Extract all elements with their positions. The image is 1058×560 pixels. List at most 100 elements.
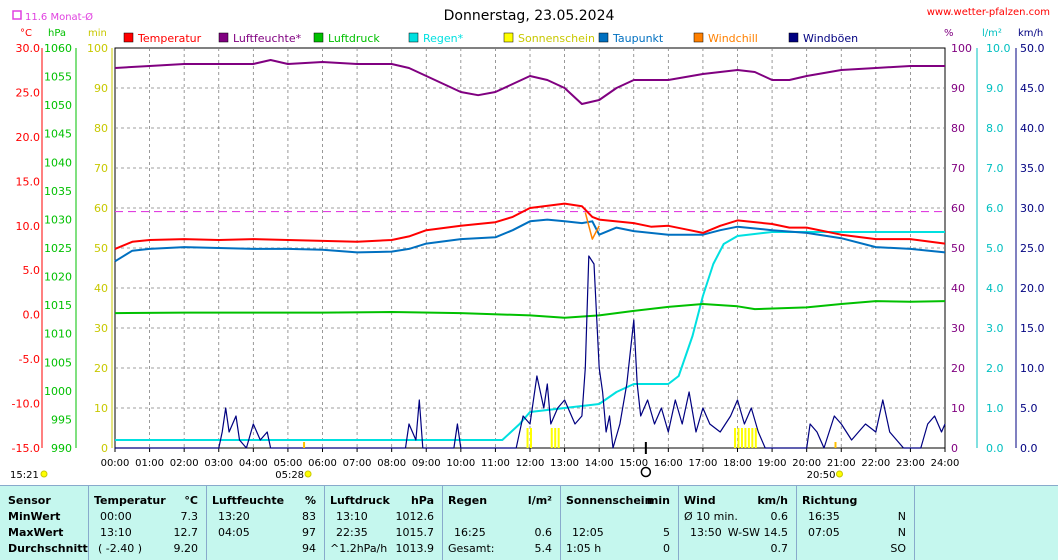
humidity-axis-label: 50 [951,242,965,255]
rain-axis-label: 5.0 [986,242,1004,255]
temp-avg-value: 9.20 [173,542,199,555]
rain-max-value: 0.6 [534,526,553,539]
hdr-sensor: Sensor [8,494,51,507]
legend-label: Regen* [423,32,464,45]
wind-axis-label: 0.0 [1020,442,1038,455]
pressure-axis-label: 1040 [44,156,72,169]
axes: 00:00 01:00 02:00 03:00 04:00 05:00 06:00 07:00… [12,42,1045,469]
temp-axis-label: 5.0 [23,264,41,277]
unit-temp: °C [20,28,32,39]
hdr-wind: Wind [684,494,716,507]
series-regen [115,231,945,441]
sun-axis-label: 90 [94,82,108,95]
unit-rain: l/m² [982,28,1002,39]
humidity-axis-label: 70 [951,162,965,175]
wind-axis-label: 5.0 [1020,402,1038,415]
sun-axis-label: 40 [94,282,108,295]
rain-axis-label: 6.0 [986,202,1004,215]
x-tick-label: 04:00 [239,458,268,469]
sunset-time: 20:50 [807,470,836,481]
legend-swatch [408,32,419,43]
stats-col-humidity: Luftfeuchte% 13:20 83 04:05 97 94 [206,486,325,560]
humidity-axis-label: 100 [951,42,972,55]
press-max-time: 22:35 [336,526,368,539]
x-tick-label: 02:00 [170,458,199,469]
chart-title: Donnerstag, 23.05.2024 [444,8,615,24]
hum-min-value: 83 [302,510,316,523]
hdr-rain: Regen [448,494,488,507]
press-trend: ^1.2hPa/h [330,542,388,555]
temp-axis-label: 0.0 [23,309,41,322]
legend-swatch [218,32,229,43]
hdr-temp: Temperatur [94,494,166,507]
x-tick-label: 16:00 [654,458,683,469]
site-url[interactable]: www.wetter-pfalzen.com [927,7,1050,18]
current-time: 15:21 [10,470,39,481]
rain-axis-label: 4.0 [986,282,1004,295]
legend-label: Sonnenschein [518,32,595,45]
wind-axis-label: 30.0 [1020,202,1045,215]
temp-axis-label: -15.0 [12,442,40,455]
x-tick-label: 11:00 [481,458,510,469]
sun-duration: 1:05 h [566,542,602,555]
x-tick-label: 08:00 [377,458,406,469]
wind-axis-label: 10.0 [1020,362,1045,375]
sunshine-bar [554,428,557,448]
wind-min-value: 0.6 [770,510,789,523]
rain-axis-label: 10.0 [986,42,1011,55]
time-markers: 05:28 20:50 15:21 [10,442,843,481]
x-tick-label: 18:00 [723,458,752,469]
unit-pct: % [944,28,954,39]
legend-label: Luftfeuchte* [233,32,302,45]
x-tick-label: 20:00 [792,458,821,469]
wind-axis-label: 35.0 [1020,162,1045,175]
wind-axis-label: 25.0 [1020,242,1045,255]
temp-axis-label: 30.0 [16,42,41,55]
sun-axis-label: 20 [94,362,108,375]
unit-kmh: km/h [1018,28,1043,39]
sunshine-bar [740,428,743,448]
rain-axis-label: 7.0 [986,162,1004,175]
pressure-axis-label: 1015 [44,299,72,312]
wind-avg-value: 0.7 [770,542,789,555]
row-label-min: MinWert [8,510,61,523]
dir-min-value: N [897,510,906,523]
pressure-axis-label: 1030 [44,213,72,226]
legend-label: Windchill [708,32,758,45]
sun-avg-value: 0 [663,542,670,555]
sun-max-time: 12:05 [572,526,604,539]
legend-label: Luftdruck [328,32,380,45]
dir-max-value: N [897,526,906,539]
hdr-sun-unit: min [646,494,670,507]
x-tick-label: 13:00 [550,458,579,469]
humidity-axis-label: 10 [951,402,965,415]
humidity-axis-label: 40 [951,282,965,295]
x-tick-label: 01:00 [135,458,164,469]
sunrise-time: 05:28 [275,470,304,481]
humidity-axis-label: 80 [951,122,965,135]
grid [115,48,945,448]
temp-min-value: 7.3 [180,510,199,523]
stats-col-sun: Sonnenschein min 12:05 5 1:05 h 0 [560,486,679,560]
x-tick-label: 15:00 [619,458,648,469]
rain-axis-label: 9.0 [986,82,1004,95]
wind-max-time: 13:50 [690,526,722,539]
sunshine-bar [550,428,553,448]
series-layer [114,59,946,449]
x-tick-label: 17:00 [689,458,718,469]
sunshine-bar [747,428,750,448]
x-tick-label: 12:00 [516,458,545,469]
humidity-axis-label: 30 [951,322,965,335]
pressure-axis-label: 1005 [44,356,72,369]
stats-col-sensor: Sensor MinWert MaxWert Durchschnitt [0,486,89,560]
wind-axis-label: 40.0 [1020,122,1045,135]
x-tick-label: 22:00 [861,458,890,469]
rain-axis-label: 1.0 [986,402,1004,415]
legend-swatch [313,32,324,43]
x-tick-label: 10:00 [446,458,475,469]
x-tick-label: 19:00 [758,458,787,469]
legend-swatch [503,32,514,43]
x-tick-label: 05:00 [274,458,303,469]
series-luftfeuchte [114,59,945,105]
sun-axis-label: 10 [94,402,108,415]
